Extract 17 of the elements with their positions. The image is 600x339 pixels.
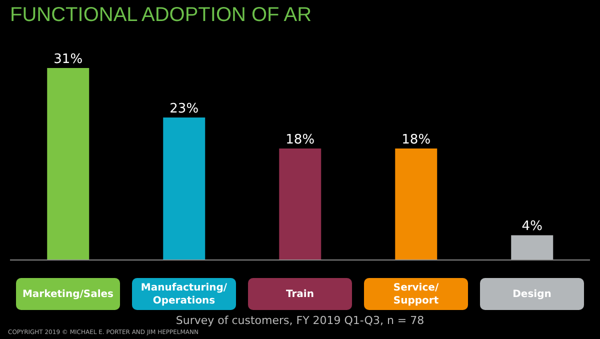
x-tick-label: Marketing/Sales — [22, 288, 114, 300]
x-tick-label: Train — [286, 288, 314, 300]
bar — [47, 68, 90, 260]
x-tick-label: Service/ Support — [393, 282, 439, 306]
data-label: 31% — [54, 52, 83, 67]
chart-title: FUNCTIONAL ADOPTION OF AR — [10, 4, 312, 27]
data-label: 23% — [170, 102, 199, 117]
data-label: 4% — [522, 219, 542, 234]
bar — [279, 148, 322, 260]
text: Survey of customers, FY 2019 Q1-Q3, n = 78 — [174, 314, 426, 327]
data-label: 18% — [402, 132, 431, 148]
x-tick-label: Design — [512, 288, 552, 300]
bar — [395, 148, 438, 260]
x-tick-label: Manufacturing/ Operations — [140, 282, 228, 306]
bar — [163, 118, 206, 260]
data-label: 18% — [286, 132, 315, 148]
bar — [511, 235, 554, 260]
